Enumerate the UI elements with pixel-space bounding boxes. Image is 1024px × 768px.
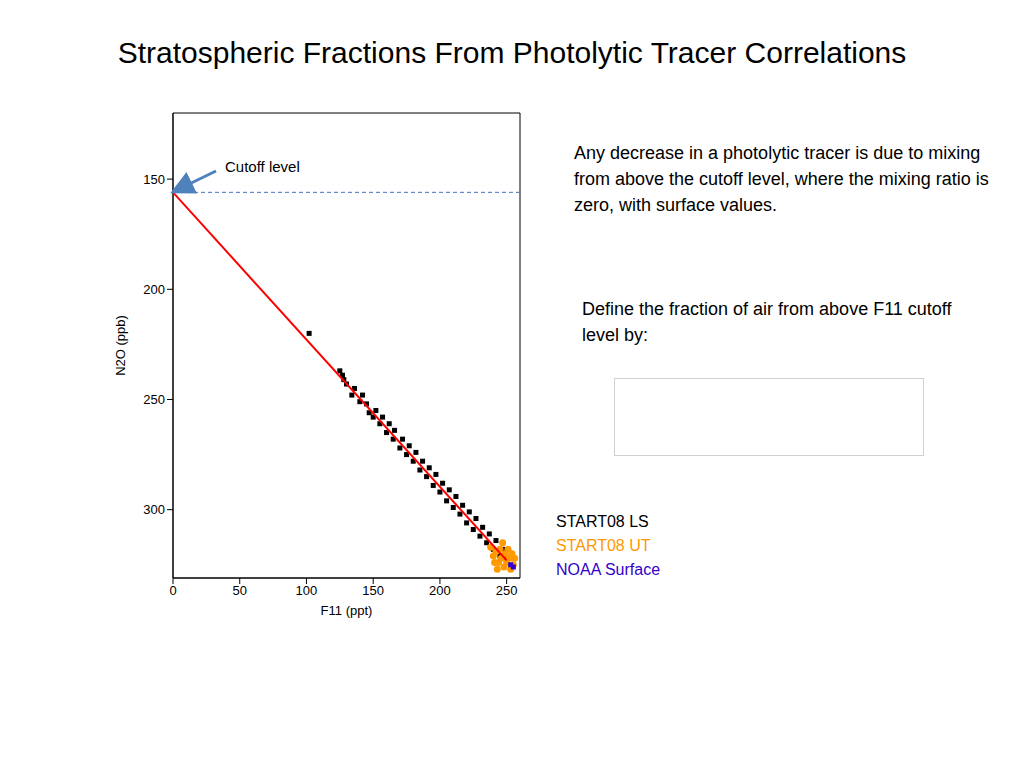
svg-text:200: 200 — [429, 583, 451, 598]
html-text:Define the fraction of air fro: Define the fraction of air from above F1… — [582, 299, 952, 345]
html-text:Any decrease in a photolytic t: Any decrease in a photolytic tracer is d… — [574, 143, 989, 215]
svg-text:N2O (ppb): N2O (ppb) — [113, 315, 128, 376]
html-text:Cutoff level: Cutoff level — [225, 158, 300, 175]
svg-text:50: 50 — [232, 583, 246, 598]
svg-text:150: 150 — [143, 172, 165, 187]
svg-text:150: 150 — [362, 583, 384, 598]
svg-text:100: 100 — [296, 583, 318, 598]
svg-text:F11 (ppt): F11 (ppt) — [321, 603, 373, 618]
svg-text:200: 200 — [143, 282, 165, 297]
html-text:NOAA Surface: NOAA Surface — [556, 561, 660, 578]
svg-text:250: 250 — [143, 392, 165, 407]
html-text:Stratospheric Fractions From P: Stratospheric Fractions From Photolytic … — [117, 36, 907, 69]
html-text:START08 UT: START08 UT — [556, 537, 651, 554]
html-text:START08 LS: START08 LS — [556, 513, 649, 530]
svg-text:250: 250 — [496, 583, 518, 598]
svg-text:300: 300 — [143, 502, 165, 517]
svg-text:0: 0 — [169, 583, 176, 598]
